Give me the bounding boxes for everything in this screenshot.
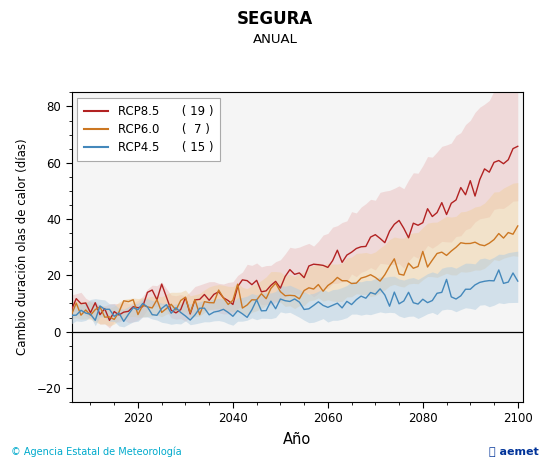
Text: Ⓛ aemet: Ⓛ aemet [490, 447, 539, 457]
Text: ANUAL: ANUAL [252, 33, 298, 46]
Text: © Agencia Estatal de Meteorología: © Agencia Estatal de Meteorología [11, 447, 182, 457]
Legend: RCP8.5      ( 19 ), RCP6.0      (  7 ), RCP4.5      ( 15 ): RCP8.5 ( 19 ), RCP6.0 ( 7 ), RCP4.5 ( 15… [78, 98, 220, 161]
Y-axis label: Cambio duración olas de calor (días): Cambio duración olas de calor (días) [16, 139, 29, 355]
Text: SEGURA: SEGURA [237, 10, 313, 28]
X-axis label: Año: Año [283, 432, 311, 447]
